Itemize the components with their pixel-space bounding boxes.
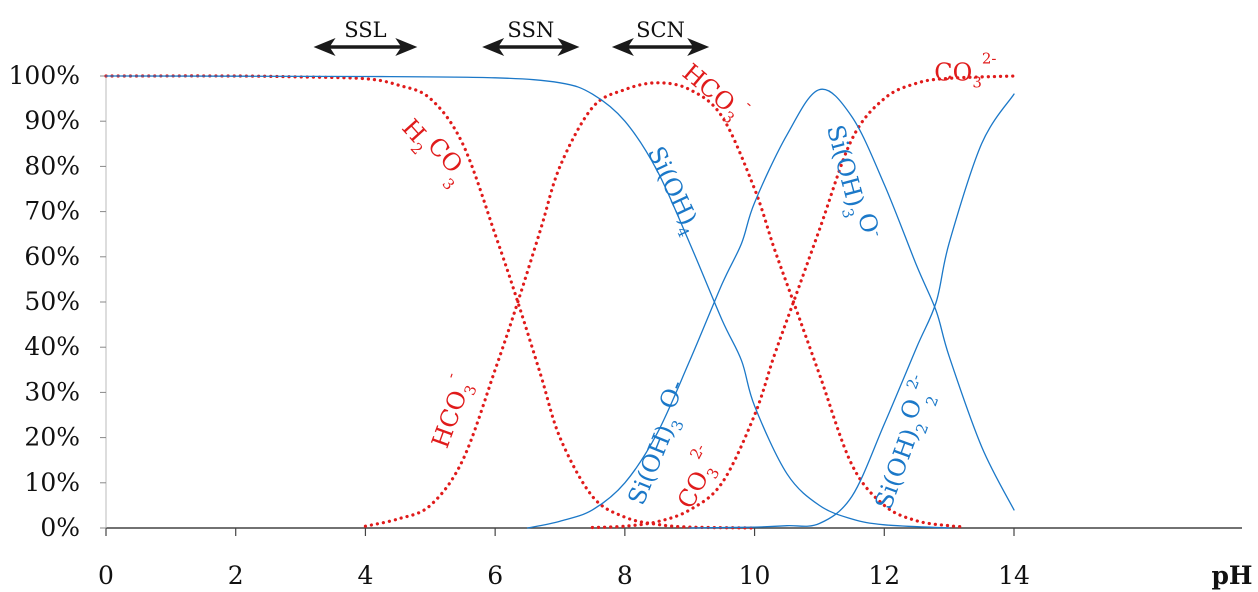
series-line-co3-2-	[590, 74, 1016, 530]
y-tick-label: 90%	[24, 106, 80, 135]
species-label: Si(OH)2O22-	[861, 372, 947, 515]
x-tick-label: 2	[228, 561, 244, 590]
species-label-part: 4	[673, 224, 693, 240]
axes: 0 2 4 6 8 10 12 14 0% 10% 20% 30% 40% 50% 60% 70% 80% 90%…	[9, 61, 1242, 590]
x-tick-label: 12	[868, 561, 900, 590]
region-label: SCN	[636, 18, 685, 42]
species-label-part: Si(OH)	[622, 421, 679, 509]
x-tick-label: 6	[487, 561, 503, 590]
series-line-si-oh-4	[105, 75, 950, 529]
arrow-right-icon	[687, 38, 710, 56]
y-tick-label: 70%	[24, 197, 80, 226]
y-tick-label: 40%	[24, 332, 80, 361]
arrow-right-icon	[395, 38, 418, 56]
y-tick-label: 80%	[24, 151, 80, 180]
species-label: HCO3-	[418, 370, 483, 454]
x-tick-label: 10	[739, 561, 771, 590]
species-label-part: 3	[838, 206, 858, 220]
arrow-left-icon	[482, 38, 505, 56]
arrow-left-icon	[611, 38, 634, 56]
series-line-si-oh-2o2-2-	[689, 93, 1015, 529]
species-label-part: O-	[651, 376, 691, 420]
y-tick-label: 0%	[40, 513, 80, 542]
species-label-part: H	[396, 114, 431, 148]
species-label-part: CO	[934, 59, 972, 87]
region-label: SSL	[344, 18, 386, 42]
species-label-part: 2-	[903, 372, 925, 392]
y-tick-label: 50%	[24, 287, 80, 316]
species-label-part: 2-	[686, 441, 709, 462]
region-marker-scn: SCN	[611, 18, 710, 56]
species-label: HCO3-	[674, 51, 757, 130]
arrow-right-icon	[557, 38, 580, 56]
y-tick-label: 100%	[9, 61, 80, 90]
species-label-part: -	[869, 228, 888, 238]
x-tick-label: 14	[998, 561, 1030, 590]
series-line-si-oh-3o-	[526, 88, 1015, 529]
x-tick-label: 4	[357, 561, 373, 590]
y-tick-label: 30%	[24, 377, 80, 406]
species-label: H2CO3	[393, 109, 475, 194]
arrow-left-icon	[313, 38, 336, 56]
species-label-part: 3	[439, 175, 459, 194]
species-label-part: -	[441, 370, 460, 381]
x-tick-label: 8	[617, 561, 633, 590]
species-label-part: -	[742, 95, 757, 112]
species-label: CO32-	[664, 441, 730, 516]
region-label: SSN	[507, 18, 554, 42]
species-label-part: HCO	[426, 387, 472, 452]
species-labels: H2CO3HCO3-HCO3-CO32-CO32-Si(OH)4Si(OH)3 …	[393, 50, 996, 516]
y-tick-label: 20%	[24, 423, 80, 452]
y-tick-label: 60%	[24, 242, 80, 271]
species-label: Si(OH)3O-	[816, 120, 887, 245]
x-tick-label: 0	[98, 561, 114, 590]
species-label: CO32-	[934, 50, 996, 92]
x-axis-title: pH	[1211, 561, 1252, 590]
species-label-part: 2-	[982, 50, 997, 68]
region-marker-ssn: SSN	[482, 18, 580, 56]
species-label-part: Si(OH)	[869, 425, 924, 513]
series-line-hco3-	[363, 81, 964, 529]
y-tick-label: 10%	[24, 468, 80, 497]
species-label-part: Si(OH)	[642, 142, 703, 229]
species-label: Si(OH)4	[637, 142, 706, 240]
species-label-part: 3	[972, 74, 982, 92]
region-markers: SSL SSN SCN	[313, 18, 710, 56]
series-line-h2co3	[104, 74, 757, 530]
series-lines	[104, 74, 1016, 530]
region-marker-ssl: SSL	[313, 18, 418, 56]
